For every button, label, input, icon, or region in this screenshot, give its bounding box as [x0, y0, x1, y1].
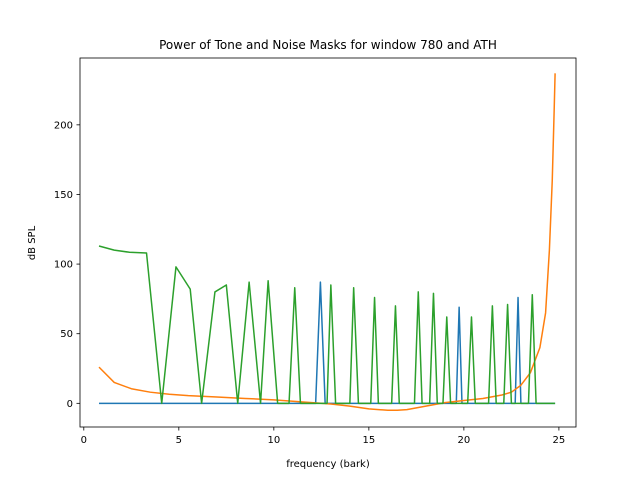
y-tick-label: 50 — [60, 329, 73, 340]
y-ticks: 0 50 100 150 200 — [54, 120, 80, 410]
y-axis-title: dB SPL — [27, 225, 38, 260]
x-tick-label: 0 — [81, 435, 87, 446]
x-tick-label: 10 — [267, 435, 280, 446]
x-axis-title: frequency (bark) — [286, 459, 370, 470]
y-tick-label: 0 — [67, 399, 73, 410]
series-line-2 — [98, 73, 556, 412]
y-tick-label: 200 — [54, 120, 73, 131]
chart-title: Power of Tone and Noise Masks for window… — [159, 38, 497, 52]
x-tick-label: 15 — [362, 435, 375, 446]
x-tick-label: 5 — [176, 435, 182, 446]
x-tick-label: 20 — [458, 435, 471, 446]
y-tick-label: 150 — [54, 190, 73, 201]
series-line-1 — [99, 281, 556, 405]
series-line-3 — [98, 245, 556, 405]
y-tick-label: 100 — [54, 260, 73, 271]
x-ticks: 0 5 10 15 20 25 — [81, 427, 566, 446]
plot-lines — [98, 73, 556, 412]
plot-frame — [79, 57, 577, 428]
x-tick-label: 25 — [553, 435, 566, 446]
